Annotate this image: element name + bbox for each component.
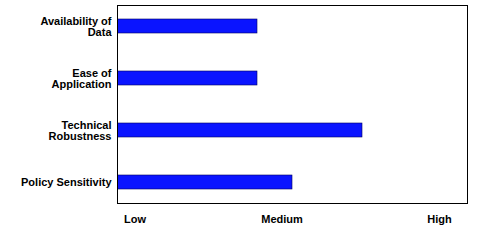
svg-text:Low: Low <box>124 213 146 225</box>
svg-text:Ease ofApplication: Ease ofApplication <box>52 67 112 90</box>
svg-text:Medium: Medium <box>261 213 303 225</box>
svg-text:TechnicalRobustness: TechnicalRobustness <box>49 119 112 142</box>
svg-text:Policy Sensitivity: Policy Sensitivity <box>21 176 112 188</box>
svg-text:Availability ofData: Availability ofData <box>40 15 112 38</box>
svg-text:High: High <box>427 213 452 225</box>
